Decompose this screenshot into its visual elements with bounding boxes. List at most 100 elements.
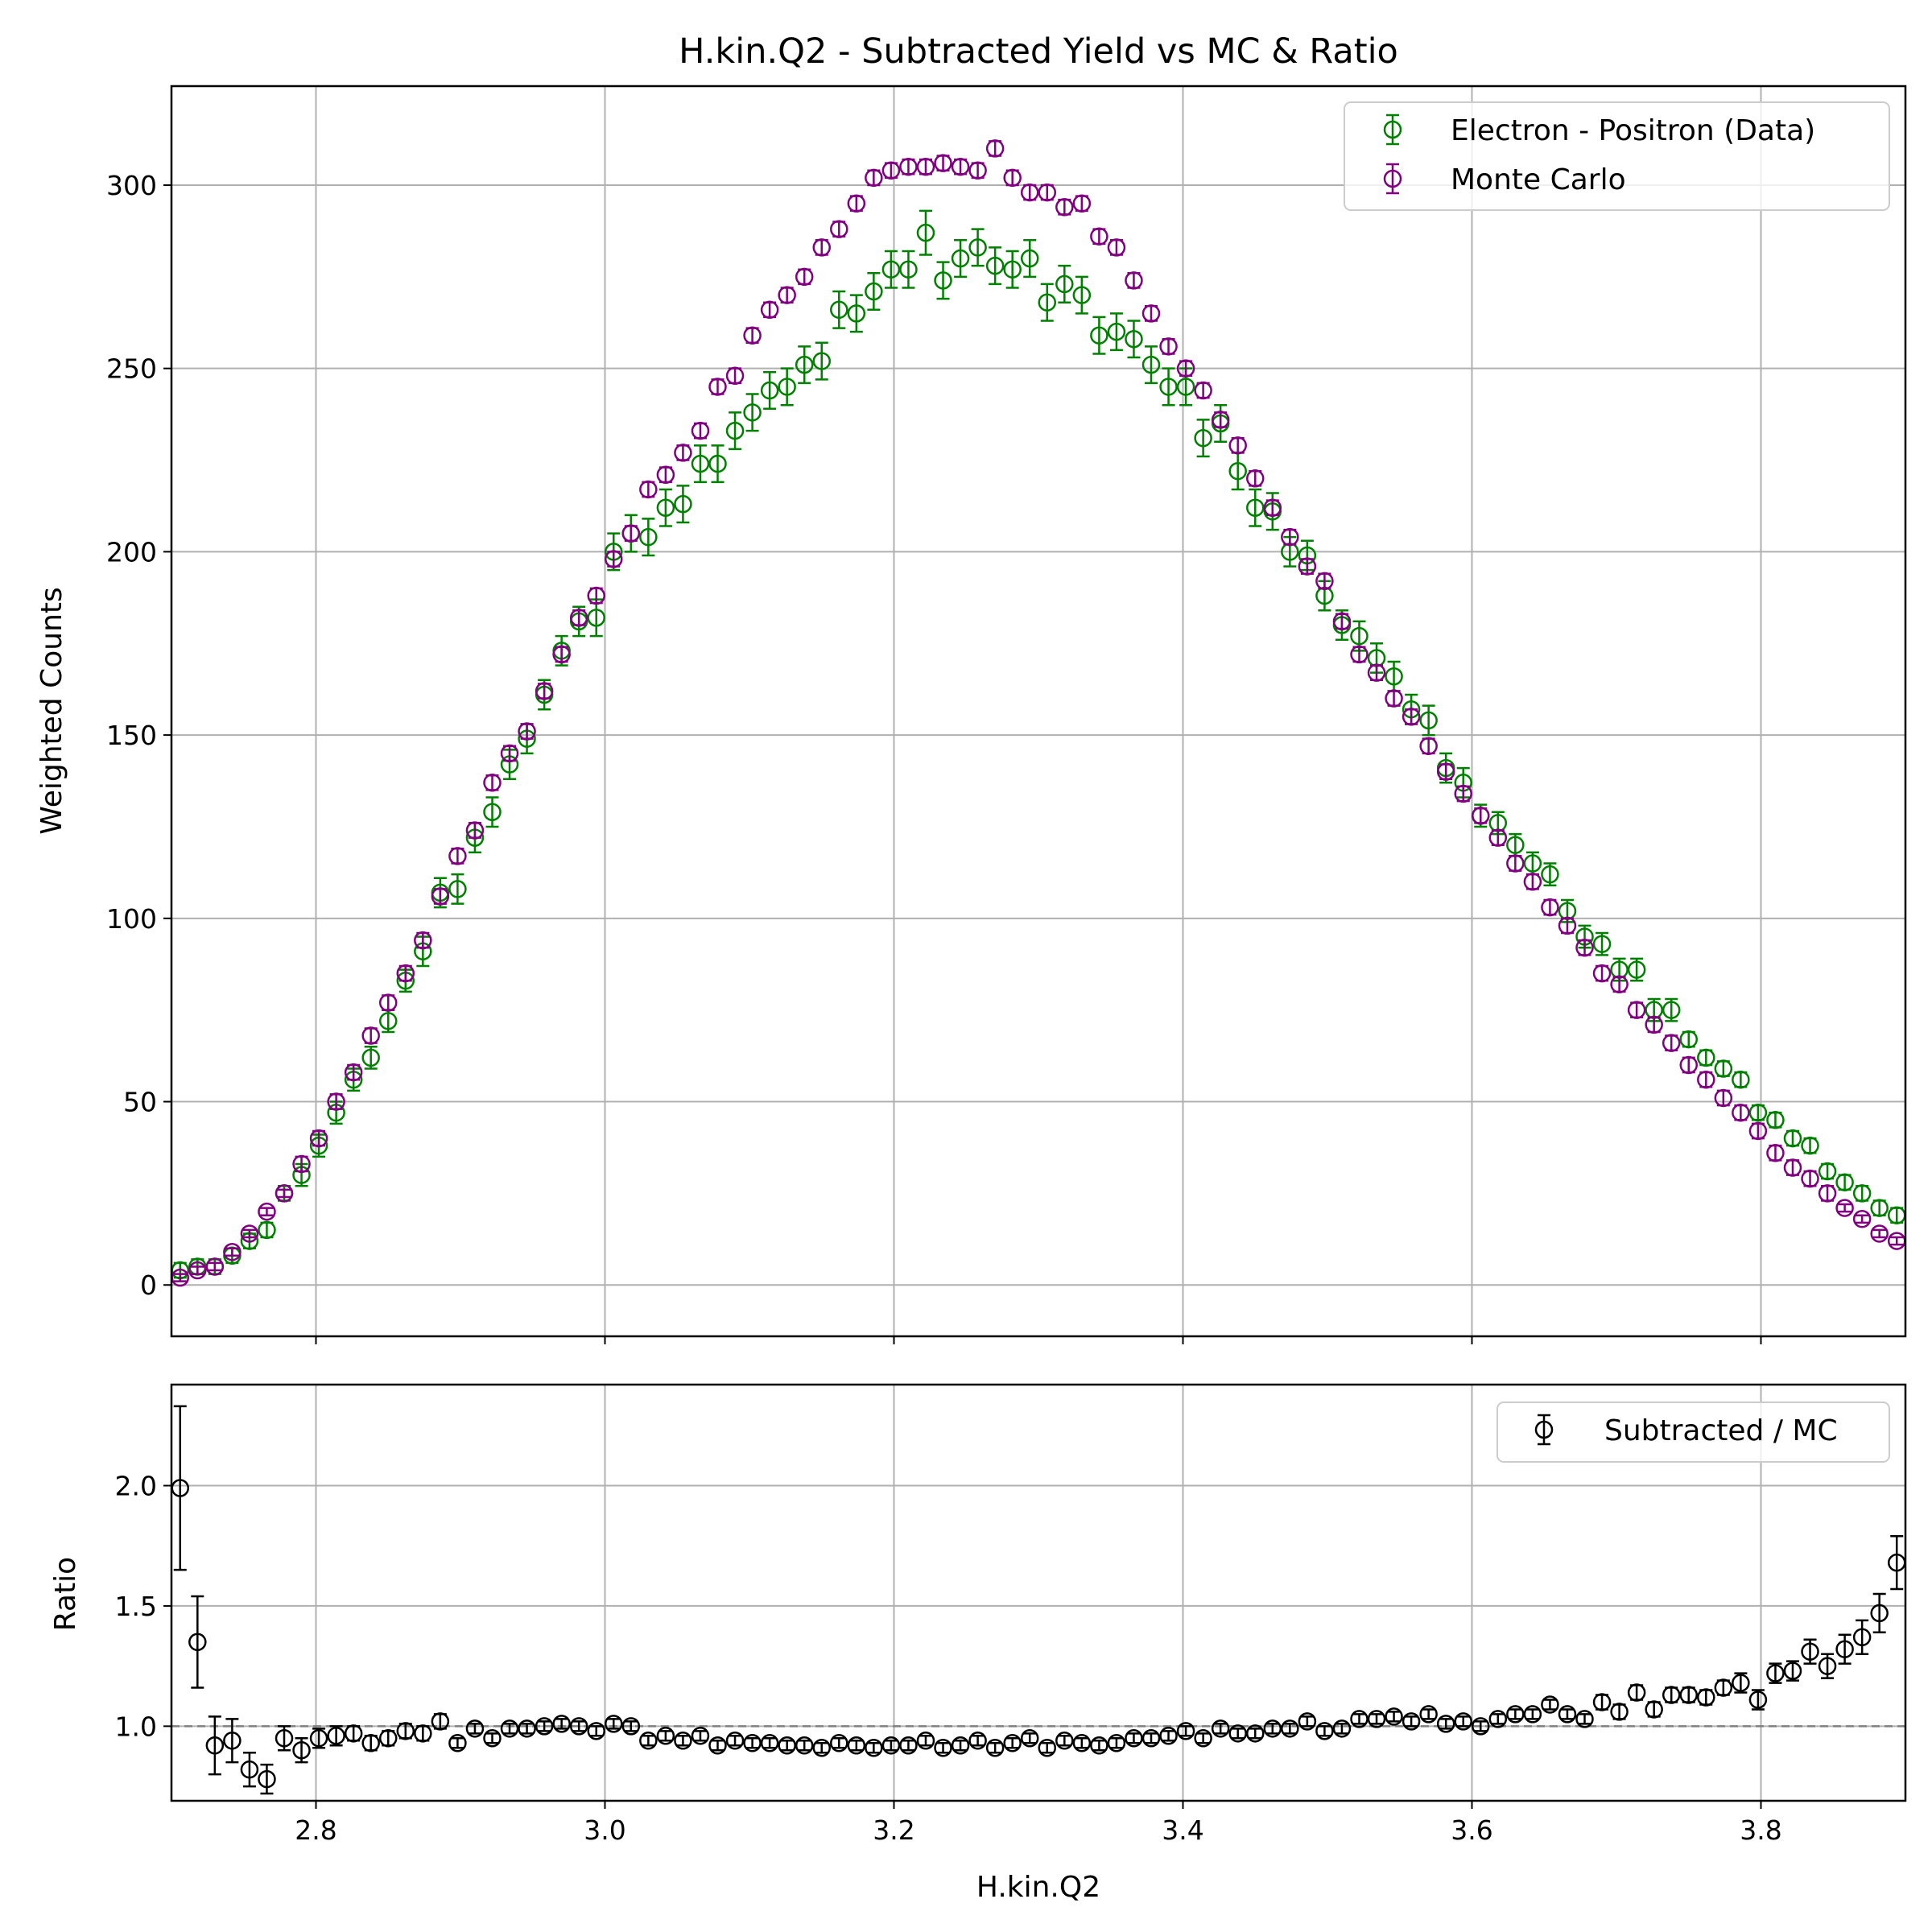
data-marker	[327, 1092, 345, 1111]
data-marker	[674, 494, 692, 514]
data-marker	[1610, 975, 1629, 994]
data-point	[1454, 1712, 1472, 1731]
data-point	[812, 341, 831, 381]
y-tick-label: 1.5	[115, 1591, 157, 1622]
data-marker	[1732, 1070, 1750, 1089]
data-point	[275, 1184, 294, 1203]
data-marker	[552, 645, 571, 664]
data-marker	[1003, 168, 1022, 188]
data-point	[1541, 898, 1559, 917]
data-marker	[778, 378, 796, 396]
data-point	[292, 1737, 311, 1764]
data-marker	[223, 1732, 242, 1750]
data-marker	[1419, 737, 1438, 756]
data-marker	[1020, 1729, 1039, 1748]
series-2	[171, 139, 1906, 1287]
data-marker	[934, 271, 952, 290]
data-point	[1367, 663, 1386, 682]
data-marker	[1818, 1184, 1837, 1203]
data-point	[569, 609, 588, 627]
data-point	[1194, 381, 1212, 400]
data-point	[1332, 1719, 1352, 1738]
data-point	[1697, 1688, 1715, 1707]
data-marker	[881, 1736, 901, 1755]
data-point	[1592, 1693, 1612, 1711]
data-point	[968, 161, 987, 180]
data-marker	[1402, 1712, 1421, 1731]
data-marker	[1523, 873, 1542, 891]
main-axes-frame	[170, 85, 1907, 1338]
y-tick-label: 300	[106, 170, 157, 201]
data-point	[830, 220, 848, 238]
data-marker	[414, 931, 432, 950]
data-point	[1194, 419, 1212, 458]
data-marker	[1748, 1121, 1768, 1141]
data-marker	[1645, 1700, 1663, 1719]
data-point	[1697, 1048, 1715, 1067]
data-marker	[1281, 527, 1299, 547]
data-point	[431, 887, 450, 906]
data-point	[934, 1739, 952, 1757]
data-marker	[1298, 1712, 1317, 1731]
data-marker	[691, 454, 710, 473]
data-marker	[1419, 1705, 1438, 1724]
data-point	[587, 1722, 605, 1740]
data-marker	[1194, 428, 1212, 448]
data-point	[500, 744, 519, 763]
data-point	[465, 1719, 485, 1738]
data-marker	[1575, 938, 1594, 957]
data-point	[725, 1732, 745, 1750]
data-marker	[1367, 663, 1386, 682]
data-marker	[760, 300, 779, 320]
data-point	[223, 1243, 242, 1261]
data-point	[1090, 316, 1108, 355]
data-marker	[587, 1722, 605, 1740]
data-marker	[1523, 1705, 1542, 1724]
data-point	[674, 1732, 692, 1750]
ratio-legend-box	[1496, 1402, 1890, 1463]
data-point	[1714, 1678, 1733, 1697]
data-marker	[674, 444, 692, 462]
data-marker	[535, 1717, 554, 1736]
data-point	[483, 774, 502, 792]
data-marker	[1159, 1727, 1178, 1745]
data-point	[1176, 1722, 1195, 1740]
data-point	[916, 157, 935, 176]
data-point	[1055, 1732, 1074, 1750]
data-point	[552, 645, 571, 664]
data-marker	[518, 1719, 536, 1738]
chart-title: H.kin.Q2 - Subtracted Yield vs MC & Rati…	[679, 31, 1398, 72]
data-marker	[1801, 1136, 1819, 1155]
data-marker	[1107, 238, 1126, 257]
data-marker	[379, 993, 398, 1012]
data-marker	[899, 260, 918, 279]
data-point	[1419, 737, 1438, 756]
data-point	[847, 294, 866, 333]
data-marker	[1679, 1686, 1698, 1704]
data-marker	[240, 1224, 259, 1243]
data-point	[760, 300, 779, 320]
data-point	[1141, 345, 1161, 385]
data-point	[431, 1712, 450, 1731]
data-point	[1541, 862, 1559, 887]
data-point	[1679, 1030, 1698, 1049]
data-marker	[1575, 1710, 1594, 1728]
data-point	[951, 157, 970, 176]
data-point	[1748, 1689, 1768, 1711]
data-point	[1315, 1722, 1334, 1740]
data-marker	[535, 682, 554, 700]
data-point	[1090, 1736, 1108, 1755]
data-marker	[1783, 1158, 1802, 1177]
data-point	[899, 250, 918, 289]
data-point	[1072, 275, 1092, 315]
data-marker	[1350, 645, 1368, 664]
data-marker	[639, 480, 658, 499]
data-point	[1558, 1705, 1577, 1724]
data-marker	[1228, 436, 1247, 455]
data-point	[1506, 854, 1525, 873]
data-point	[1766, 1144, 1785, 1162]
data-point	[465, 821, 485, 840]
data-marker	[708, 378, 727, 396]
data-point	[327, 1092, 345, 1111]
data-marker	[725, 366, 745, 386]
